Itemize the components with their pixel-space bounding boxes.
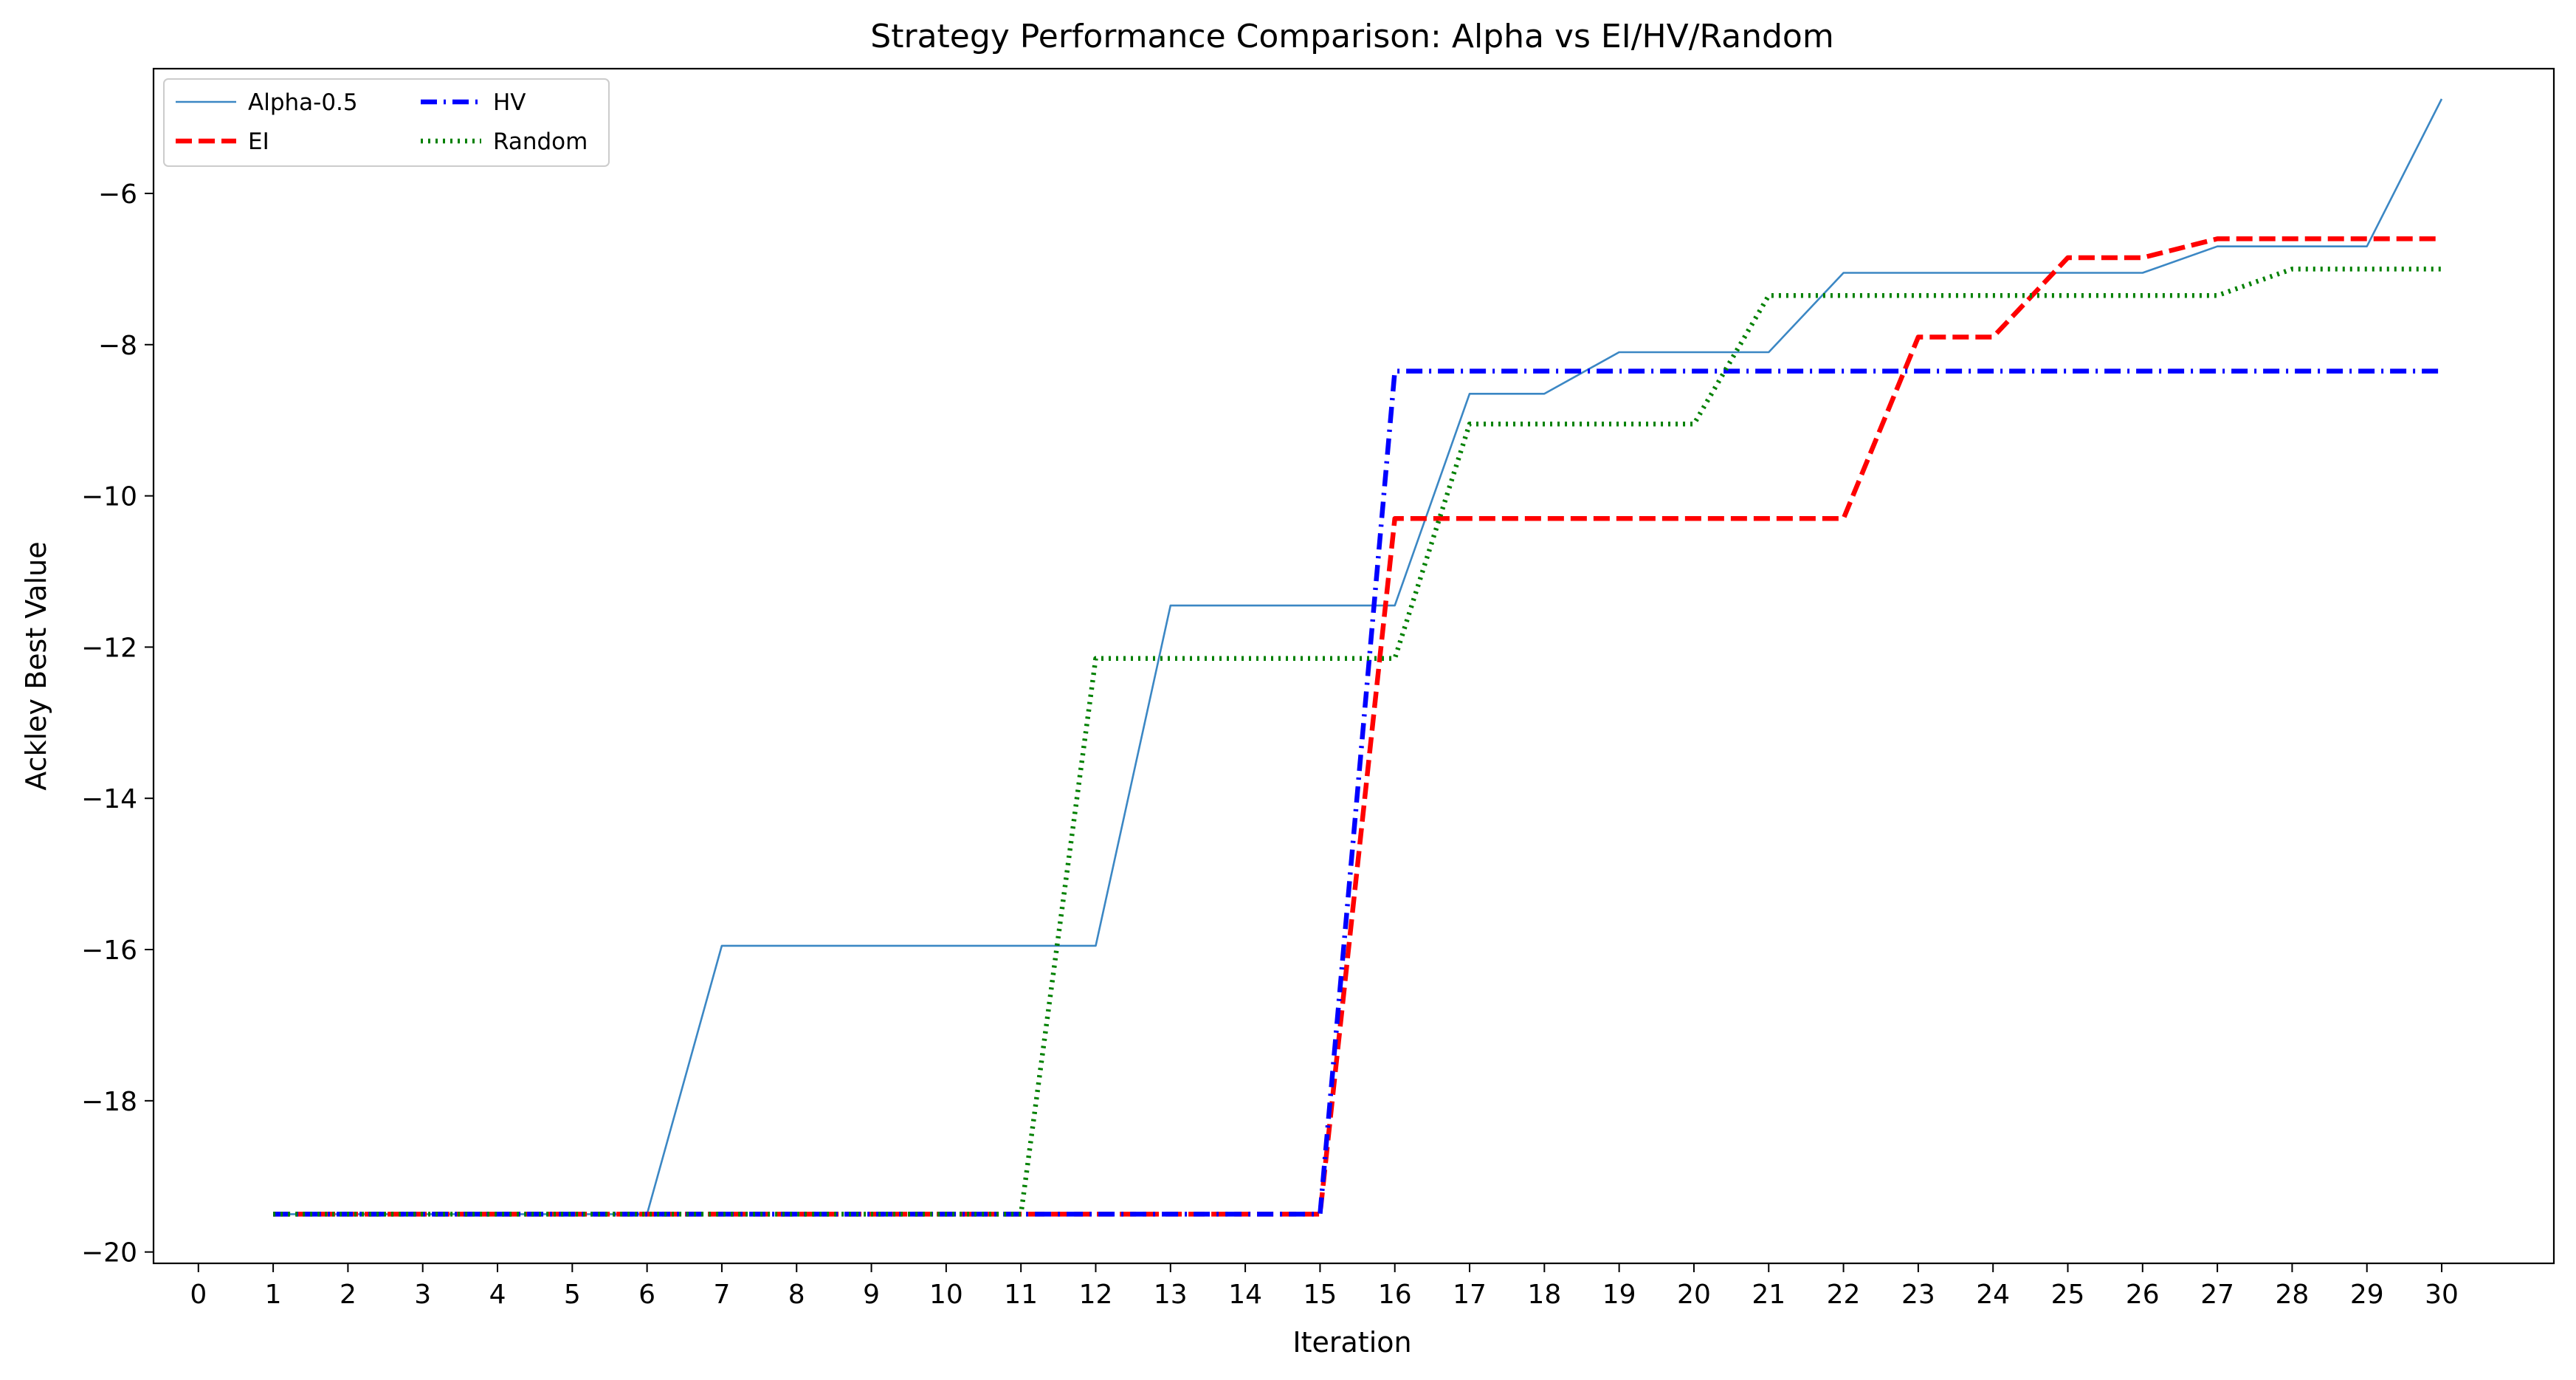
- y-tick-label: −12: [81, 633, 137, 663]
- x-tick-label: 18: [1527, 1280, 1561, 1310]
- x-tick-label: 13: [1154, 1280, 1188, 1310]
- y-tick-label: −10: [81, 482, 137, 512]
- y-axis: −20 −18 −16 −14 −12 −10 −8 −6: [81, 179, 154, 1269]
- y-tick-label: −14: [81, 784, 137, 814]
- x-tick-label: 24: [1976, 1280, 2010, 1310]
- legend-label: Alpha-0.5: [248, 89, 358, 116]
- legend-label: Random: [493, 128, 588, 155]
- x-tick-label: 3: [414, 1280, 431, 1310]
- legend: Alpha-0.5 EI HV Random: [163, 78, 610, 167]
- x-tick-label: 5: [564, 1280, 581, 1310]
- legend-items: Alpha-0.5 EI HV Random: [176, 89, 588, 155]
- y-axis-label: Ackley Best Value: [20, 541, 52, 790]
- x-tick-label: 11: [1004, 1280, 1038, 1310]
- plot-frame: [152, 67, 2555, 1265]
- x-tick-label: 28: [2276, 1280, 2310, 1310]
- x-tick-label: 0: [190, 1280, 207, 1310]
- y-tick-label: −6: [98, 179, 137, 210]
- x-tick-label: 16: [1378, 1280, 1412, 1310]
- x-tick-label: 20: [1677, 1280, 1711, 1310]
- x-tick-label: 8: [788, 1280, 805, 1310]
- series-layer: [273, 98, 2443, 1217]
- x-tick-label: 23: [1901, 1280, 1935, 1310]
- x-tick-label: 26: [2126, 1280, 2160, 1310]
- x-tick-label: 7: [713, 1280, 730, 1310]
- plot-area: [154, 69, 2554, 1263]
- x-tick-label: 6: [638, 1280, 655, 1310]
- x-tick-label: 10: [929, 1280, 963, 1310]
- y-tick-label: −8: [98, 331, 137, 361]
- x-tick-label: 22: [1827, 1280, 1861, 1310]
- x-axis-label: Iteration: [1292, 1326, 1411, 1359]
- x-tick-label: 4: [489, 1280, 506, 1310]
- x-tick-label: 25: [2051, 1280, 2085, 1310]
- x-tick-label: 21: [1752, 1280, 1785, 1310]
- legend-frame: [163, 78, 610, 167]
- x-tick-label: 27: [2200, 1280, 2234, 1310]
- x-axis: 0 1 2 3 4 5 6 7 8 9 10 11 12 13 14 15 16 17 18 19 20 21 22 23 24…: [190, 1263, 2459, 1310]
- y-tick-label: −16: [81, 936, 137, 966]
- legend-label: EI: [248, 128, 269, 155]
- chart-title: Strategy Performance Comparison: Alpha v…: [870, 18, 1833, 55]
- x-tick-label: 9: [863, 1280, 880, 1310]
- x-tick-label: 17: [1453, 1280, 1487, 1310]
- x-tick-label: 29: [2350, 1280, 2384, 1310]
- series-line-ei: [273, 236, 2442, 1217]
- x-tick-label: 30: [2425, 1280, 2459, 1310]
- x-tick-label: 12: [1079, 1280, 1113, 1310]
- y-tick-label: −20: [81, 1238, 137, 1269]
- x-tick-label: 15: [1304, 1280, 1337, 1310]
- x-tick-label: 14: [1228, 1280, 1262, 1310]
- y-tick-label: −18: [81, 1087, 137, 1117]
- x-tick-label: 1: [265, 1280, 282, 1310]
- series-line-hv: [273, 368, 2442, 1217]
- legend-label: HV: [493, 89, 526, 116]
- x-tick-label: 19: [1602, 1280, 1636, 1310]
- x-tick-label: 2: [340, 1280, 357, 1310]
